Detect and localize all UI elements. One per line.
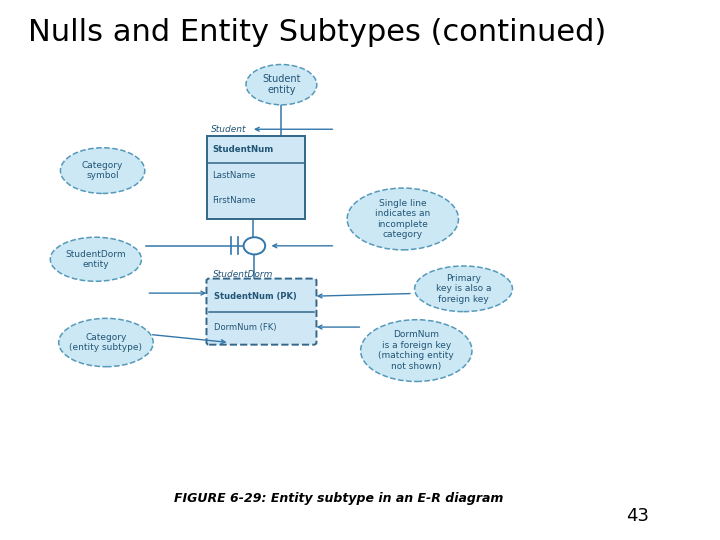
Text: Single line
indicates an
incomplete
category: Single line indicates an incomplete cate… bbox=[375, 199, 431, 239]
Text: StudentNum (PK): StudentNum (PK) bbox=[214, 292, 297, 301]
Text: Category
(entity subtype): Category (entity subtype) bbox=[69, 333, 143, 352]
Text: Student
entity: Student entity bbox=[262, 74, 301, 96]
Ellipse shape bbox=[50, 237, 141, 281]
Circle shape bbox=[243, 237, 265, 254]
Text: DormNum
is a foreign key
(matching entity
not shown): DormNum is a foreign key (matching entit… bbox=[379, 330, 454, 370]
Ellipse shape bbox=[361, 320, 472, 381]
Text: Primary
key is also a
foreign key: Primary key is also a foreign key bbox=[436, 274, 491, 303]
Text: FIGURE 6-29: Entity subtype in an E-R diagram: FIGURE 6-29: Entity subtype in an E-R di… bbox=[174, 492, 503, 505]
FancyBboxPatch shape bbox=[207, 279, 317, 345]
Text: StudentDorm: StudentDorm bbox=[212, 270, 273, 279]
Ellipse shape bbox=[246, 64, 317, 105]
Ellipse shape bbox=[347, 188, 459, 250]
Text: Category
symbol: Category symbol bbox=[82, 161, 123, 180]
Text: DormNum (FK): DormNum (FK) bbox=[214, 322, 276, 332]
FancyBboxPatch shape bbox=[207, 136, 305, 219]
Text: StudentNum: StudentNum bbox=[212, 145, 274, 154]
Text: Nulls and Entity Subtypes (continued): Nulls and Entity Subtypes (continued) bbox=[28, 17, 607, 46]
Ellipse shape bbox=[59, 319, 153, 367]
Text: 43: 43 bbox=[626, 507, 649, 525]
Ellipse shape bbox=[60, 148, 145, 193]
Text: FirstName: FirstName bbox=[212, 196, 256, 205]
Text: StudentDorm
entity: StudentDorm entity bbox=[66, 249, 126, 269]
Text: LastName: LastName bbox=[212, 171, 256, 180]
Text: Student: Student bbox=[210, 125, 246, 133]
Ellipse shape bbox=[415, 266, 513, 312]
